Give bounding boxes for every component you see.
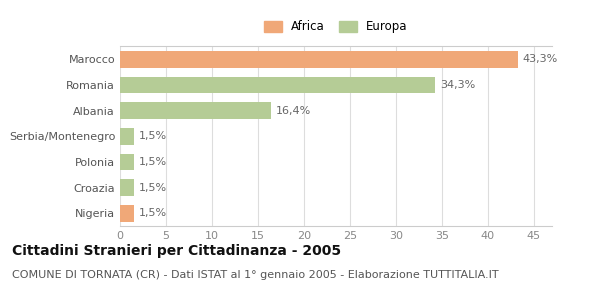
Legend: Africa, Europa: Africa, Europa xyxy=(264,20,408,33)
Text: Cittadini Stranieri per Cittadinanza - 2005: Cittadini Stranieri per Cittadinanza - 2… xyxy=(12,244,341,258)
Text: 1,5%: 1,5% xyxy=(139,183,167,193)
Bar xyxy=(120,154,134,170)
Text: 1,5%: 1,5% xyxy=(139,157,167,167)
Bar xyxy=(120,179,134,196)
Text: COMUNE DI TORNATA (CR) - Dati ISTAT al 1° gennaio 2005 - Elaborazione TUTTITALIA: COMUNE DI TORNATA (CR) - Dati ISTAT al 1… xyxy=(12,270,499,280)
Text: 1,5%: 1,5% xyxy=(139,208,167,218)
Text: 43,3%: 43,3% xyxy=(523,54,558,64)
Bar xyxy=(120,51,518,68)
Text: 1,5%: 1,5% xyxy=(139,131,167,141)
Text: 16,4%: 16,4% xyxy=(275,106,311,116)
Text: 34,3%: 34,3% xyxy=(440,80,475,90)
Bar xyxy=(120,205,134,222)
Bar xyxy=(120,128,134,145)
Bar xyxy=(120,102,271,119)
Bar xyxy=(120,77,435,93)
